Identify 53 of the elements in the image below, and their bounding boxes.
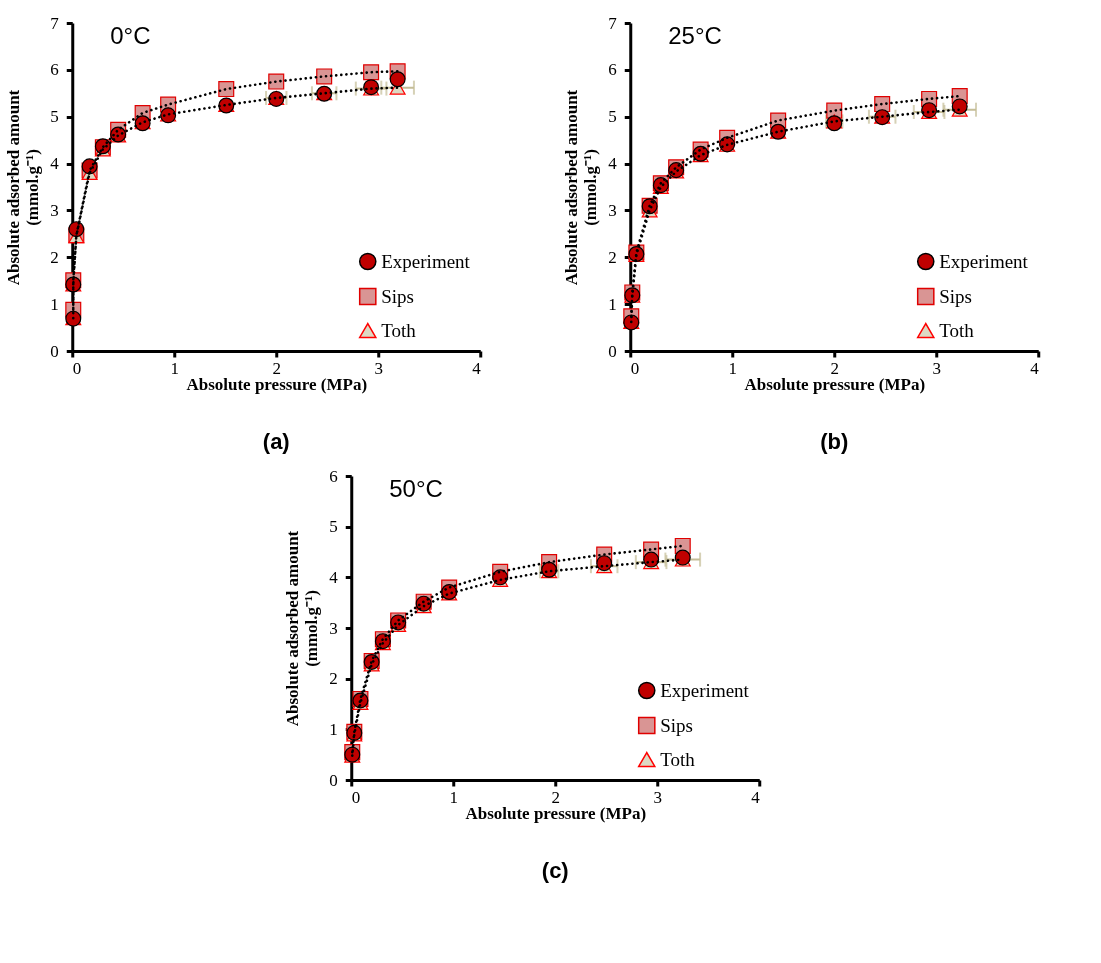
x-tick-label: 1: [449, 787, 458, 807]
y-tick-label: 4: [50, 154, 60, 174]
x-tick-label: 4: [751, 787, 761, 807]
legend-label: Sips: [660, 714, 693, 736]
x-tick-label: 3: [374, 358, 383, 378]
x-tick-label: 1: [170, 358, 179, 378]
x-tick-label: 3: [932, 358, 941, 378]
y-tick-label: 6: [329, 466, 338, 486]
x-tick-label: 0: [630, 358, 640, 378]
x-tick-label: 4: [1030, 358, 1040, 378]
y-tick-label: 3: [329, 618, 338, 638]
text: (c): [541, 858, 569, 883]
y-tick-label: 4: [608, 154, 618, 174]
annotation: 25°C: [668, 22, 722, 49]
y-tick-label: 1: [608, 294, 617, 314]
legend-label: Experiment: [939, 250, 1029, 272]
y-tick-label: 5: [329, 517, 338, 537]
text: (a): [262, 429, 290, 454]
y-tick-label: 2: [329, 669, 338, 689]
x-tick-label: 3: [653, 787, 662, 807]
y-tick-label: 3: [50, 200, 59, 220]
legend-label: Toth: [660, 748, 696, 770]
legend-label: Toth: [939, 319, 975, 341]
y-tick-label: 0: [608, 341, 617, 361]
legend-label: Sips: [381, 285, 414, 307]
y-tick-label: 6: [50, 60, 59, 80]
y-tick-label: 0: [329, 770, 338, 790]
y-axis-title: Absolute adsorbed amount (mmol.g⁻¹): [283, 530, 322, 727]
y-tick-label: 7: [608, 13, 618, 33]
y-tick-label: 5: [50, 107, 59, 127]
y-tick-label: 5: [608, 107, 617, 127]
y-tick-label: 3: [608, 200, 617, 220]
legend-label: Toth: [381, 319, 417, 341]
y-tick-label: 1: [50, 294, 59, 314]
y-tick-label: 0: [50, 341, 59, 361]
y-tick-label: 2: [608, 247, 617, 267]
x-tick-label: 0: [72, 358, 82, 378]
text: (b): [820, 429, 849, 454]
x-tick-label: 0: [351, 787, 361, 807]
y-axis-title: Absolute adsorbed amount (mmol.g⁻¹): [4, 89, 43, 286]
annotation: 0°C: [110, 22, 151, 49]
y-tick-label: 6: [608, 60, 617, 80]
y-tick-label: 4: [329, 567, 339, 587]
y-tick-label: 1: [329, 719, 338, 739]
legend-label: Experiment: [660, 679, 750, 701]
x-tick-label: 1: [728, 358, 737, 378]
y-axis-title: Absolute adsorbed amount (mmol.g⁻¹): [562, 89, 601, 286]
legend-label: Experiment: [381, 250, 471, 272]
annotation: 50°C: [389, 475, 443, 502]
y-tick-label: 7: [50, 13, 60, 33]
x-tick-label: 4: [472, 358, 482, 378]
legend-label: Sips: [939, 285, 972, 307]
y-tick-label: 2: [50, 247, 59, 267]
